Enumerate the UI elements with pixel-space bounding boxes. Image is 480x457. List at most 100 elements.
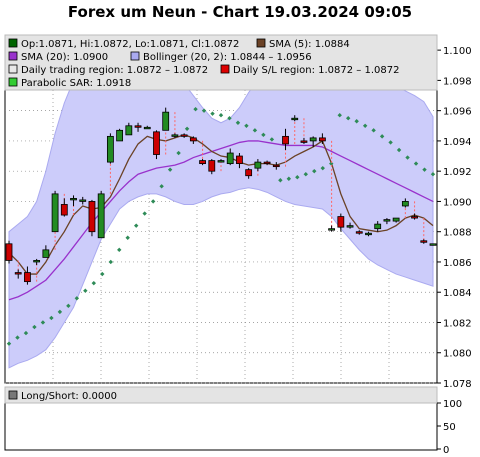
psar-dot bbox=[15, 335, 20, 340]
psar-dot bbox=[405, 155, 410, 160]
psar-dot bbox=[269, 137, 275, 142]
psar-dot bbox=[66, 303, 71, 309]
psar-dot bbox=[40, 320, 46, 325]
psar-dot bbox=[422, 167, 427, 172]
y-tick-label-10: 1.098 bbox=[443, 76, 472, 87]
legend-psar-swatch bbox=[8, 77, 18, 87]
legend-sma20-swatch bbox=[8, 51, 18, 61]
psar-dot bbox=[159, 184, 164, 189]
psar-dot bbox=[57, 309, 63, 315]
psar-dot bbox=[227, 116, 232, 121]
candle-body bbox=[217, 160, 225, 163]
psar-dot bbox=[134, 223, 139, 228]
candle-body bbox=[291, 117, 299, 121]
legend-sma5: SMA (5): 1.0884 bbox=[256, 38, 350, 50]
candle-body bbox=[51, 193, 59, 233]
psar-dot bbox=[117, 247, 122, 253]
legend-bollinger: Bollinger (20, 2): 1.0844 – 1.0956 bbox=[130, 51, 312, 63]
candle-body bbox=[134, 125, 142, 128]
candle-body bbox=[282, 135, 289, 145]
psar-dot bbox=[108, 259, 113, 265]
candle-body bbox=[116, 129, 124, 142]
candle-body bbox=[33, 260, 41, 263]
legend-ohlc-label: Op:1.0871, Hi:1.0872, Lo:1.0871, Cl:1.08… bbox=[21, 39, 239, 50]
sub-tick-100: 100 bbox=[443, 399, 462, 410]
candle-body bbox=[208, 160, 216, 172]
legend-bollinger-label: Bollinger (20, 2): 1.0844 – 1.0956 bbox=[143, 52, 312, 63]
legend-sma5-swatch bbox=[256, 38, 266, 48]
psar-dot bbox=[142, 211, 147, 216]
candle-body bbox=[97, 193, 105, 239]
y-tick-label-1: 1.080 bbox=[443, 349, 472, 360]
legend-sl-region-swatch bbox=[220, 64, 230, 74]
legend-sl-region-label: Daily S/L region: 1.0872 – 1.0872 bbox=[233, 65, 399, 76]
legend-ohlc-swatch bbox=[8, 38, 18, 48]
psar-dot bbox=[312, 168, 317, 174]
legend-sma20-label: SMA (20): 1.0900 bbox=[21, 52, 108, 63]
candle-body bbox=[300, 140, 308, 143]
legend-trading-region-label: Daily trading region: 1.0872 – 1.0872 bbox=[21, 65, 208, 76]
psar-dot bbox=[193, 106, 198, 112]
candle-body bbox=[420, 240, 428, 243]
y-tick-label-7: 1.092 bbox=[443, 167, 472, 178]
candle-body bbox=[199, 160, 206, 165]
candle-body bbox=[60, 204, 68, 216]
candle-body bbox=[254, 161, 262, 169]
candle-body bbox=[401, 201, 409, 207]
psar-dot bbox=[125, 235, 130, 240]
psar-dot bbox=[74, 296, 80, 301]
y-tick-label-2: 1.082 bbox=[443, 318, 472, 329]
sub-panel-legend-swatch bbox=[8, 390, 18, 400]
indicator-lines bbox=[8, 134, 434, 301]
y-tick-label-3: 1.084 bbox=[443, 288, 472, 299]
sub-tick-50: 50 bbox=[443, 422, 456, 433]
psar-dot bbox=[261, 132, 266, 138]
legend-sma20: SMA (20): 1.0900 bbox=[8, 51, 108, 63]
candle-body bbox=[79, 199, 87, 202]
candle-body bbox=[189, 137, 197, 142]
candle-body bbox=[106, 135, 114, 163]
psar-dot bbox=[303, 172, 308, 177]
y-tick-label-8: 1.094 bbox=[443, 137, 472, 148]
psar-dot bbox=[329, 161, 334, 166]
candle-body bbox=[411, 216, 418, 219]
candle-body bbox=[374, 223, 382, 230]
candle-body bbox=[429, 243, 437, 246]
sma5-line bbox=[8, 134, 434, 275]
candle-body bbox=[309, 137, 317, 142]
psar-dot bbox=[167, 167, 173, 172]
psar-dot bbox=[295, 175, 300, 180]
psar-dot bbox=[320, 165, 325, 171]
candle-body bbox=[24, 272, 31, 283]
candle-body bbox=[272, 164, 280, 168]
candle-body bbox=[392, 217, 400, 222]
psar-dot bbox=[91, 280, 96, 286]
legend-sl-region: Daily S/L region: 1.0872 – 1.0872 bbox=[220, 64, 399, 76]
y-tick-label-5: 1.088 bbox=[443, 228, 472, 239]
psar-dot bbox=[23, 330, 29, 336]
candle-body bbox=[171, 134, 179, 137]
candle-body bbox=[236, 155, 243, 165]
candle-body bbox=[383, 219, 391, 222]
candle-body bbox=[337, 216, 345, 228]
legend-trading-region-swatch bbox=[8, 64, 18, 74]
candle-body bbox=[180, 134, 188, 137]
psar-dot bbox=[176, 150, 181, 156]
psar-dot bbox=[252, 128, 258, 133]
candle-body bbox=[365, 232, 372, 236]
sma20-line bbox=[8, 140, 434, 301]
psar-dot bbox=[337, 112, 342, 118]
chart-title: Forex um Neun - Chart 19.03.2024 09:05 bbox=[68, 3, 412, 21]
psar-dot bbox=[379, 134, 385, 139]
psar-dot bbox=[83, 288, 88, 293]
candle-body bbox=[125, 125, 133, 136]
sub-panel-y-axis: 100 50 0 bbox=[437, 399, 462, 456]
legend-psar: Parabolic SAR: 1.0918 bbox=[8, 77, 131, 89]
psar-dot bbox=[32, 324, 37, 330]
psar-dot bbox=[371, 128, 376, 133]
psar-dot bbox=[150, 199, 156, 204]
psar-dot bbox=[100, 271, 105, 277]
candlesticks bbox=[5, 107, 437, 285]
candle-body bbox=[355, 231, 363, 234]
candle-body bbox=[162, 111, 170, 131]
